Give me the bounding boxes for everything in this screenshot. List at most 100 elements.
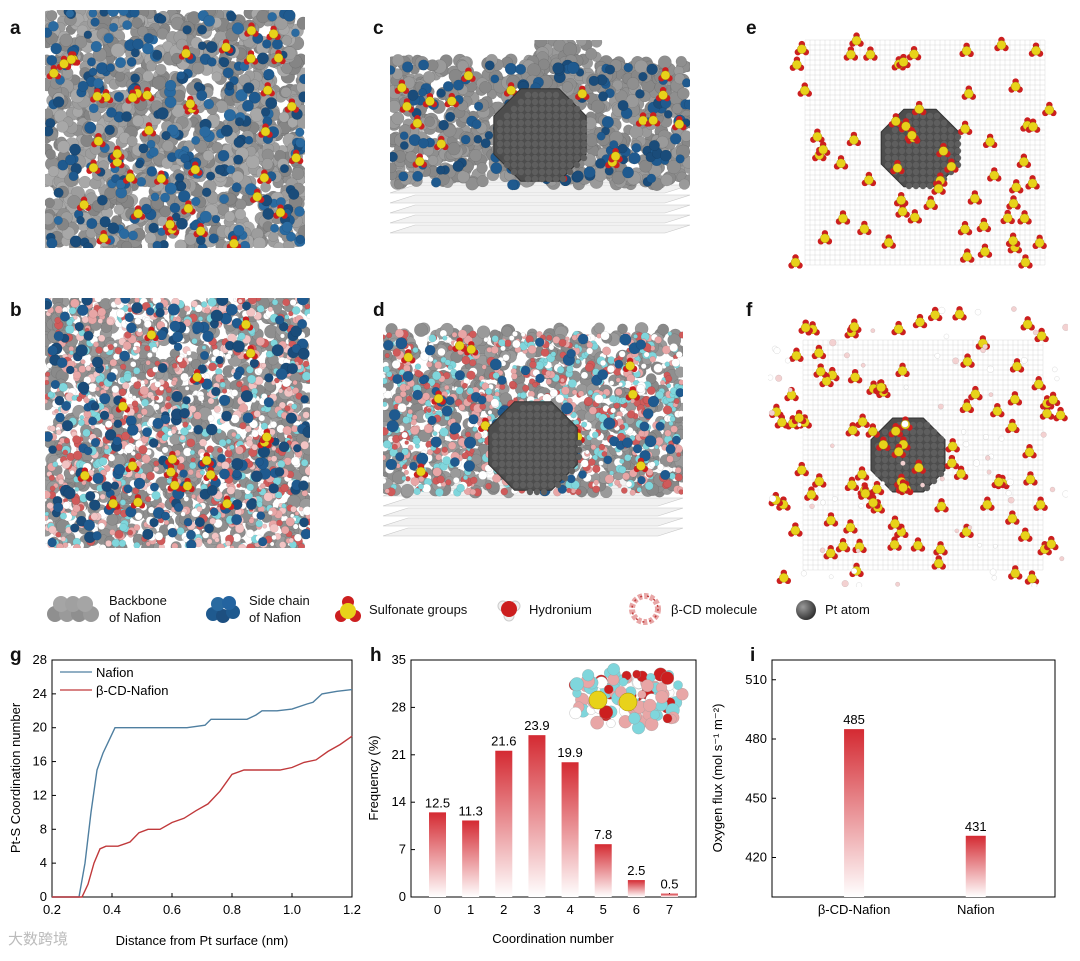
bar-value-label: 0.5 [660, 877, 678, 892]
legend-label-nafion: Nafion [96, 665, 134, 680]
series-line-nafion [52, 688, 353, 898]
legend-item-pt-atom: Pt atom [793, 587, 870, 631]
chart-h-x-axis-label: Coordination number [492, 931, 614, 946]
inset-sulfur-atom [618, 692, 638, 712]
bar-value-label: 2.5 [627, 863, 645, 878]
inset-sulfur-atom [588, 690, 608, 710]
chart-h-xtick-label: 2 [500, 902, 507, 917]
bar-coordination-0 [429, 812, 447, 897]
hydronium-icon [497, 600, 521, 622]
bar-value-label: 12.5 [425, 795, 450, 810]
snapshot-e-sulfonate-distribution [788, 32, 1057, 269]
legend-label-pt-atom: Pt atom [825, 601, 870, 617]
snapshot-f-sulfonate-distribution-bcd [768, 306, 1068, 587]
chart-h-xtick-label: 3 [533, 902, 540, 917]
chart-i-bars: 485 431 [843, 712, 987, 897]
legend-item-sulfonate: Sulfonate groups [333, 587, 467, 631]
panel-label-i: i [750, 645, 756, 666]
chart-g-ticks: 0.2 0.4 0.6 0.8 1.0 1.2 0 4 8 12 16 20 24 28 [33, 652, 362, 917]
bar-oxygen-flux-bcd-nafion [844, 729, 865, 897]
series-line-bcd-nafion [52, 735, 353, 898]
panel-label-b: b [10, 300, 22, 321]
snapshot-b-bcd-nafion-box [45, 298, 310, 548]
chart-g-xtick-label: 0.4 [103, 902, 121, 917]
bar-coordination-6 [627, 880, 645, 897]
bar-value-label: 21.6 [491, 734, 516, 749]
chart-g-coordination-vs-distance: 0.2 0.4 0.6 0.8 1.0 1.2 0 4 8 12 16 20 24 28 Nafion β… [8, 652, 361, 948]
chart-g-y-axis-label: Pt-S Coordination number [8, 702, 23, 853]
chart-i-oxygen-flux: 420 450 480 510 β-CD-Nafion Nafion 485 431 Oxy… [710, 659, 1056, 917]
legend-item-side-chain: Side chain of Nafion [203, 587, 310, 631]
chart-g-ytick-label: 20 [33, 720, 47, 735]
chart-h-bars: 12.5 11.3 21.6 23.9 19.9 7.8 2.5 0.5 [425, 718, 679, 897]
bar-value-label: 19.9 [557, 745, 582, 760]
chart-h-inset-molecule [568, 663, 689, 735]
panel-label-e: e [746, 18, 757, 39]
chart-g-xtick-label: 0.8 [223, 902, 241, 917]
chart-h-xtick-label: 1 [467, 902, 474, 917]
snapshot-d-bcd-nafion-on-pt [383, 322, 683, 537]
panel-label-g: g [10, 645, 22, 666]
legend-label-beta-cd: β-CD molecule [671, 601, 758, 617]
chart-g-ytick-label: 8 [40, 821, 47, 836]
chart-i-xtick-label: β-CD-Nafion [818, 902, 891, 917]
side-chain-icon [206, 596, 240, 623]
chart-i-ytick-label: 420 [745, 850, 767, 865]
sulfonate-icon [335, 596, 361, 622]
chart-g-ytick-label: 16 [33, 754, 47, 769]
backbone-icon [47, 596, 99, 622]
molecule-legend: Backbone of Nafion Side chain of Nafion … [45, 587, 1045, 631]
chart-h-ytick-label: 28 [392, 699, 406, 714]
chart-g-ytick-label: 24 [33, 686, 47, 701]
chart-g-xtick-label: 0.2 [43, 902, 61, 917]
chart-g-lines [52, 688, 353, 898]
bar-oxygen-flux-nafion [965, 835, 986, 897]
chart-h-xtick-label: 7 [666, 902, 673, 917]
chart-h-xtick-label: 4 [566, 902, 573, 917]
chart-i-ytick-label: 510 [745, 672, 767, 687]
legend-item-backbone: Backbone of Nafion [45, 587, 167, 631]
panel-label-d: d [373, 300, 385, 321]
legend-item-beta-cd: β-CD molecule [625, 587, 757, 631]
panel-label-h: h [370, 645, 382, 666]
chart-g-ytick-label: 0 [40, 889, 47, 904]
chart-g-x-axis-label: Distance from Pt surface (nm) [116, 933, 289, 948]
chart-g-xtick-label: 0.6 [163, 902, 181, 917]
legend-label-hydronium: Hydronium [529, 601, 592, 617]
chart-i-ticks: 420 450 480 510 β-CD-Nafion Nafion [745, 672, 994, 917]
bar-value-label: 11.3 [458, 803, 482, 818]
chart-h-xtick-label: 6 [633, 902, 640, 917]
legend-label-backbone: Backbone of Nafion [109, 593, 167, 625]
chart-h-y-axis-label: Frequency (%) [366, 735, 381, 820]
chart-g-xtick-label: 1.0 [283, 902, 301, 917]
legend-item-hydronium: Hydronium [495, 587, 592, 631]
chart-g-ytick-label: 4 [40, 855, 47, 870]
watermark: 大数跨境 [8, 931, 69, 948]
chart-h-frame [410, 659, 697, 898]
snapshot-c-nafion-on-pt [390, 40, 690, 234]
beta-cd-icon [629, 593, 661, 625]
bar-value-label: 431 [965, 819, 987, 834]
chart-h-xtick-label: 5 [600, 902, 607, 917]
chart-g-frame [51, 659, 353, 898]
chart-h-ytick-label: 7 [399, 842, 406, 857]
chart-g-xtick-label: 1.2 [343, 902, 361, 917]
legend-label-side-chain: Side chain of Nafion [249, 593, 310, 625]
chart-h-ytick-label: 0 [399, 889, 406, 904]
chart-g-ytick-label: 28 [33, 652, 47, 667]
chart-h-ytick-label: 14 [392, 794, 406, 809]
legend-label-bcd-nafion: β-CD-Nafion [96, 683, 169, 698]
chart-i-ytick-label: 480 [745, 731, 767, 746]
panel-label-f: f [746, 300, 753, 321]
chart-h-ytick-label: 21 [392, 747, 406, 762]
bar-coordination-3 [528, 735, 546, 897]
chart-i-xtick-label: Nafion [957, 902, 995, 917]
bar-value-label: 485 [843, 712, 865, 727]
bar-coordination-5 [594, 844, 612, 897]
pt-atom-icon [796, 600, 816, 620]
snapshot-a-nafion-box [45, 10, 305, 248]
chart-i-y-axis-label: Oxygen flux (mol s⁻¹ m⁻²) [710, 704, 725, 853]
bar-value-label: 23.9 [524, 718, 549, 733]
panel-label-c: c [373, 18, 384, 39]
